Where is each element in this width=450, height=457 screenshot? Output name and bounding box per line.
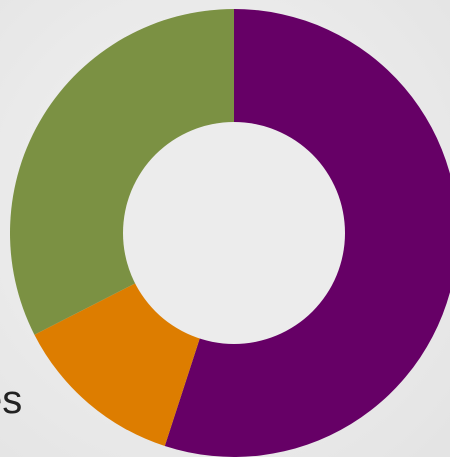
donut-hole <box>123 122 345 344</box>
partial-background-text: es <box>0 378 23 422</box>
